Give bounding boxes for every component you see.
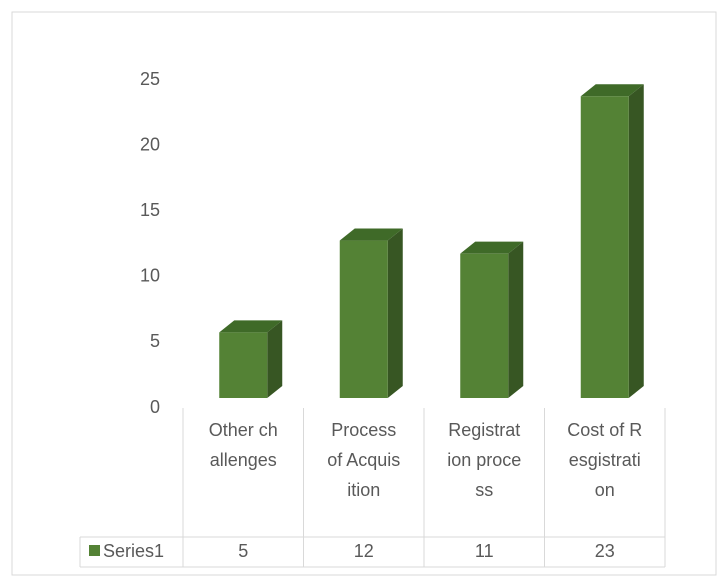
bar: [580, 96, 629, 399]
x-tick-label: Cost of Resgistration: [567, 420, 643, 500]
table-value: 23: [595, 541, 615, 561]
y-tick-label: 5: [150, 331, 160, 351]
bar: [219, 332, 268, 398]
bar-top: [580, 84, 644, 97]
x-tick-label: Other challenges: [208, 420, 278, 470]
table-value: 5: [238, 541, 248, 561]
table-value: 12: [354, 541, 374, 561]
bar-side: [387, 228, 403, 398]
legend-key: [89, 545, 100, 556]
y-tick-label: 0: [150, 397, 160, 417]
y-tick-label: 10: [140, 266, 160, 286]
bar-top: [219, 320, 283, 333]
y-tick-label: 15: [140, 200, 160, 220]
y-tick-label: 20: [140, 134, 160, 154]
bar-side: [267, 320, 283, 398]
x-tick-label: Process of Acquisition: [327, 420, 401, 500]
bar: [460, 253, 509, 398]
x-tick-label: Registration process: [447, 420, 522, 500]
bar: [339, 240, 388, 398]
bar-top: [339, 228, 403, 241]
bar-side: [628, 84, 644, 399]
legend-label: Series1: [103, 541, 164, 561]
bar-top: [460, 241, 524, 254]
bar-side: [508, 241, 524, 398]
y-tick-label: 25: [140, 69, 160, 89]
table-value: 11: [475, 541, 494, 561]
